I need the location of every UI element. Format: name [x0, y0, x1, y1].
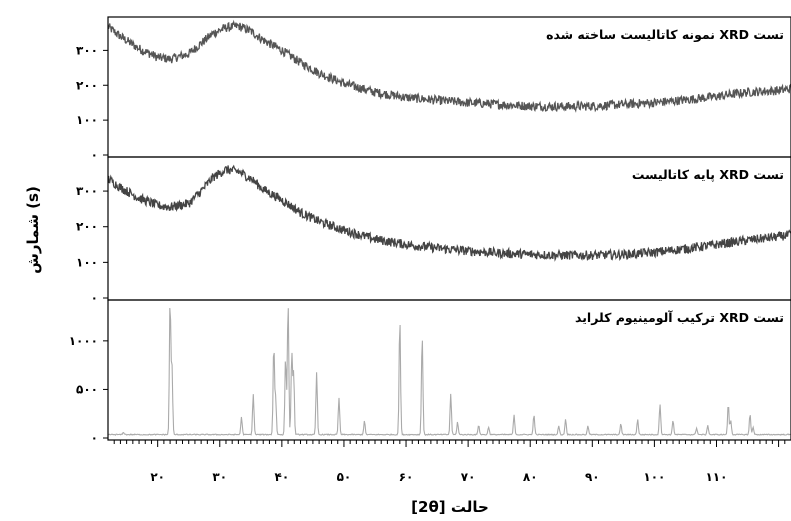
panel-1: ۰ ۱۰۰ ۲۰۰ ۳۰۰ تست XRD نمونه کاتالیست ساخته ش…: [76, 16, 791, 162]
y-tick-label: ۱۰۰: [76, 255, 98, 269]
panel-title: تست XRD ترکیب آلومینیوم کلراید: [575, 310, 784, 326]
x-tick-label: ۱۰۰: [643, 470, 665, 484]
y-tick-label: ۲۰۰: [76, 220, 98, 234]
x-tick-label: ۳۰: [212, 470, 227, 484]
x-tick-label: ۱۱۰: [705, 470, 727, 484]
y-tick-label: ۵۰۰: [76, 382, 98, 396]
x-tick-label: ۴۰: [275, 470, 290, 484]
y-tick-label: ۱۰۰: [76, 113, 98, 127]
y-axis-title: شمارش (s): [24, 186, 42, 274]
y-tick-label: ۳۰۰: [76, 184, 98, 198]
y-tick-label: ۰: [91, 148, 98, 162]
panel-3: ۰ ۵۰۰ ۱۰۰۰ تست XRD ترکیب آلومینیوم کلراید: [69, 299, 791, 445]
panel-title: تست XRD پایه کاتالیست: [632, 167, 784, 182]
x-tick-label: ۷۰: [461, 470, 476, 484]
y-tick-label: ۰: [91, 291, 98, 305]
x-axis-title: حالت [2θ]: [411, 498, 489, 516]
y-tick-label: ۳۰۰: [76, 43, 98, 57]
panel-title: تست XRD نمونه کاتالیست ساخته شده: [546, 27, 784, 42]
series-line-2: [108, 164, 791, 262]
x-tick-label: ۸۰: [523, 470, 538, 484]
series-line-1: [108, 19, 791, 113]
x-tick-label: ۹۰: [585, 470, 600, 484]
panels-layer: ۰ ۱۰۰ ۲۰۰ ۳۰۰ تست XRD نمونه کاتالیست ساخته ش…: [69, 16, 791, 445]
y-tick-label: ۲۰۰: [76, 78, 98, 92]
x-tick-label: ۵۰: [337, 470, 352, 484]
x-tick-label: ۲۰: [150, 470, 165, 484]
panel-2: ۰ ۱۰۰ ۲۰۰ ۳۰۰ تست XRD پایه کاتالیست: [76, 156, 791, 305]
y-tick-label: ۱۰۰۰: [69, 334, 98, 348]
x-tick-label: ۶۰: [399, 470, 414, 484]
y-tick-label: ۰: [91, 431, 98, 445]
series-line-3: [108, 307, 791, 436]
x-axis: ۲۰ ۳۰ ۴۰ ۵۰ ۶۰ ۷۰ ۸۰ ۹۰ ۱۰۰ ۱۱۰: [113, 440, 786, 484]
